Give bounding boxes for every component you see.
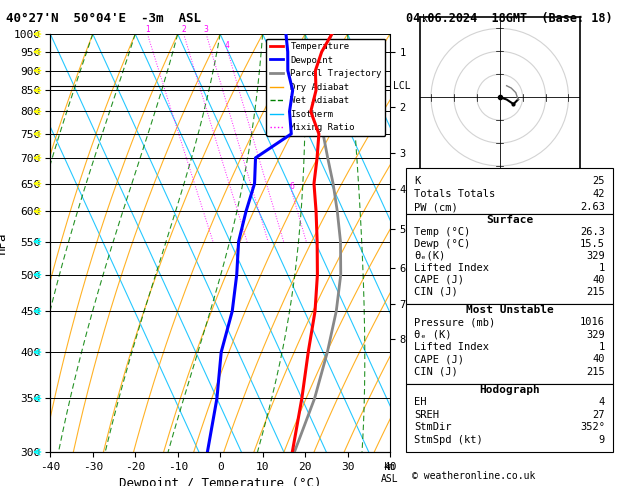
Text: CIN (J): CIN (J) — [414, 366, 458, 377]
Text: 1016: 1016 — [580, 317, 605, 327]
Text: 4: 4 — [225, 41, 230, 50]
Text: 2: 2 — [181, 25, 186, 34]
Text: 352°: 352° — [580, 422, 605, 432]
Text: 40: 40 — [593, 354, 605, 364]
Text: 1: 1 — [599, 342, 605, 352]
Legend: Temperature, Dewpoint, Parcel Trajectory, Dry Adiabat, Wet Adiabat, Isotherm, Mi: Temperature, Dewpoint, Parcel Trajectory… — [266, 38, 386, 136]
Text: 4: 4 — [599, 398, 605, 407]
Text: 3: 3 — [204, 25, 209, 34]
Text: Most Unstable: Most Unstable — [465, 305, 554, 315]
Text: 40: 40 — [593, 275, 605, 285]
Text: StmDir: StmDir — [414, 422, 452, 432]
Text: K: K — [414, 176, 420, 186]
Text: CAPE (J): CAPE (J) — [414, 354, 464, 364]
Text: 6: 6 — [289, 182, 294, 191]
Text: CAPE (J): CAPE (J) — [414, 275, 464, 285]
Text: 329: 329 — [586, 330, 605, 340]
Text: 26.3: 26.3 — [580, 227, 605, 237]
Text: 329: 329 — [586, 251, 605, 261]
Text: 15.5: 15.5 — [580, 239, 605, 249]
Text: Hodograph: Hodograph — [479, 385, 540, 395]
Text: Mixing Ratio (g/kg): Mixing Ratio (g/kg) — [417, 187, 427, 299]
Text: 25: 25 — [593, 176, 605, 186]
Text: LCL: LCL — [393, 81, 411, 91]
Y-axis label: hPa: hPa — [0, 232, 8, 254]
Text: Temp (°C): Temp (°C) — [414, 227, 470, 237]
Text: 215: 215 — [586, 287, 605, 297]
Text: 04.06.2024  18GMT  (Base: 18): 04.06.2024 18GMT (Base: 18) — [406, 12, 612, 25]
Text: 27: 27 — [593, 410, 605, 420]
Text: StmSpd (kt): StmSpd (kt) — [414, 434, 483, 445]
Text: EH: EH — [414, 398, 426, 407]
Text: Pressure (mb): Pressure (mb) — [414, 317, 495, 327]
Text: 42: 42 — [593, 189, 605, 199]
Text: km
ASL: km ASL — [381, 463, 399, 484]
Text: Totals Totals: Totals Totals — [414, 189, 495, 199]
Text: θₑ(K): θₑ(K) — [414, 251, 445, 261]
Text: 1: 1 — [145, 25, 150, 34]
Text: SREH: SREH — [414, 410, 439, 420]
Text: Lifted Index: Lifted Index — [414, 263, 489, 273]
Text: 215: 215 — [586, 366, 605, 377]
Text: 9: 9 — [599, 434, 605, 445]
Text: Lifted Index: Lifted Index — [414, 342, 489, 352]
Text: 2.63: 2.63 — [580, 202, 605, 212]
X-axis label: Dewpoint / Temperature (°C): Dewpoint / Temperature (°C) — [119, 477, 321, 486]
Text: Surface: Surface — [486, 215, 533, 225]
Text: 1: 1 — [599, 263, 605, 273]
Text: CIN (J): CIN (J) — [414, 287, 458, 297]
Text: © weatheronline.co.uk: © weatheronline.co.uk — [412, 471, 535, 481]
Text: Dewp (°C): Dewp (°C) — [414, 239, 470, 249]
Text: θₑ (K): θₑ (K) — [414, 330, 452, 340]
Text: 40°27'N  50°04'E  -3m  ASL: 40°27'N 50°04'E -3m ASL — [6, 12, 201, 25]
Text: kt: kt — [422, 14, 433, 24]
Text: PW (cm): PW (cm) — [414, 202, 458, 212]
